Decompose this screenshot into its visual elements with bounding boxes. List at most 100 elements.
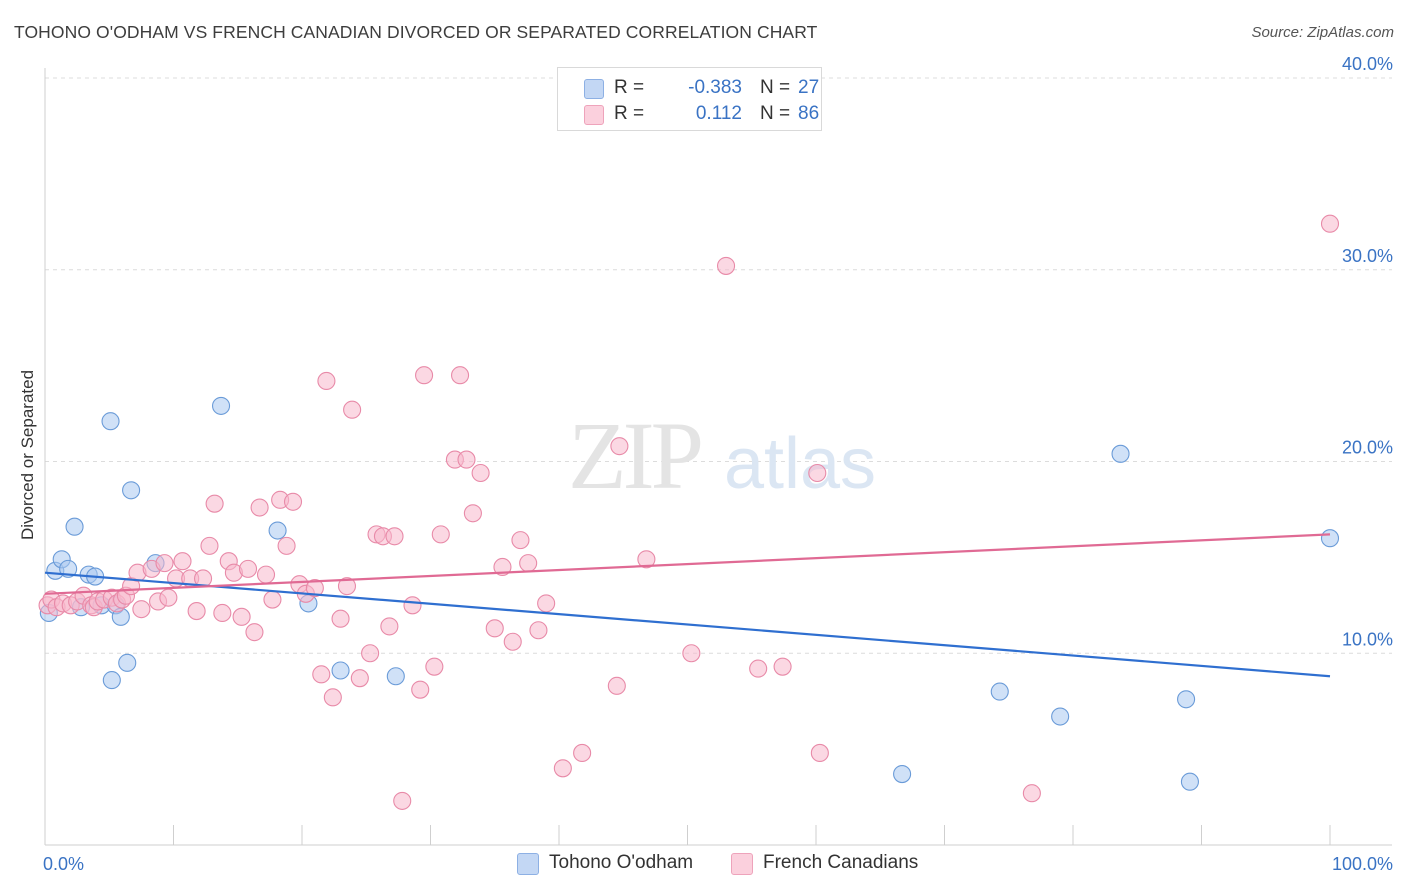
- x-tick-label: 0.0%: [43, 854, 84, 874]
- legend-r-value: 0.112: [695, 103, 742, 124]
- french-point: [361, 644, 380, 663]
- tohono-point: [268, 521, 287, 540]
- french-point: [317, 371, 336, 391]
- french-point: [682, 644, 701, 663]
- french-point: [331, 609, 350, 628]
- legend-r-label: R =: [614, 103, 645, 124]
- french-point: [511, 531, 530, 550]
- watermark-zip: ZIP: [568, 402, 701, 509]
- axes: [44, 68, 1392, 846]
- french-point: [471, 463, 490, 483]
- french-point: [808, 463, 827, 483]
- tohono-point: [1111, 444, 1130, 463]
- series-swatch-tohono: [517, 853, 539, 875]
- legend-n-value: 27: [798, 77, 820, 98]
- series-label-french: French Canadians: [763, 852, 919, 873]
- french-point: [256, 565, 276, 584]
- french-point: [323, 688, 342, 707]
- tohono-point: [1177, 690, 1196, 709]
- french-point: [415, 366, 434, 385]
- french-point: [610, 437, 629, 456]
- french-point: [411, 680, 430, 699]
- tohono-point: [1180, 772, 1199, 791]
- french-point: [263, 590, 282, 609]
- french-point: [716, 256, 736, 275]
- french-point: [451, 366, 470, 385]
- watermark: ZIP atlas: [568, 402, 876, 509]
- tick-labels: 10.0% 20.0% 30.0% 40.0% 0.0% 100.0%: [43, 54, 1393, 874]
- french-point: [305, 579, 324, 598]
- french-point: [380, 617, 399, 636]
- french-point: [749, 659, 768, 678]
- french-point: [277, 536, 296, 555]
- french-point: [187, 602, 206, 621]
- tohono-point: [1051, 707, 1070, 726]
- tohono-point: [211, 396, 231, 415]
- french-point: [245, 623, 264, 642]
- series-swatch-french: [731, 853, 753, 875]
- watermark-atlas: atlas: [724, 424, 876, 504]
- tohono-point: [102, 671, 121, 690]
- tohono-point: [65, 517, 84, 536]
- french-point: [250, 498, 269, 517]
- french-point: [573, 743, 592, 763]
- french-point: [200, 536, 219, 555]
- french-point: [810, 743, 829, 763]
- tohono-point: [1320, 529, 1340, 548]
- french-point: [493, 557, 512, 577]
- legend-n-value: 86: [798, 103, 820, 124]
- tohono-point: [331, 661, 350, 680]
- french-point: [238, 559, 258, 578]
- legend-r-label: R =: [614, 77, 645, 98]
- y-tick-label: 10.0%: [1342, 629, 1393, 649]
- chart-title: TOHONO O'ODHAM VS FRENCH CANADIAN DIVORC…: [14, 22, 818, 42]
- french-point: [132, 600, 151, 619]
- trend-lines: [44, 533, 1331, 678]
- y-tick-label: 40.0%: [1342, 54, 1393, 74]
- tohono-point: [990, 682, 1009, 701]
- series-legend: Tohono O'odham French Canadians: [0, 852, 1406, 878]
- french-point: [431, 525, 450, 544]
- tohono-point: [122, 481, 141, 500]
- french-point: [283, 492, 303, 511]
- french-point: [1320, 214, 1340, 233]
- french-point: [457, 450, 476, 469]
- tohono-point: [386, 667, 405, 686]
- legend-n-label: N =: [760, 103, 791, 124]
- french-point: [773, 657, 792, 676]
- french-point: [463, 504, 482, 523]
- french-point: [173, 552, 192, 571]
- source-credit: Source: ZipAtlas.com: [1251, 24, 1394, 41]
- french-point: [519, 554, 538, 573]
- x-tick-label: 100.0%: [1332, 854, 1393, 874]
- french-point: [393, 791, 412, 810]
- french-point: [529, 621, 548, 640]
- y-tick-label: 20.0%: [1342, 438, 1393, 458]
- legend-swatch-tohono: [584, 79, 604, 99]
- french-point: [607, 676, 626, 695]
- french-trend-line: [44, 533, 1331, 595]
- french-point: [537, 594, 556, 613]
- series-label-tohono: Tohono O'odham: [549, 852, 694, 873]
- french-point: [637, 550, 656, 569]
- tohono-point: [893, 765, 912, 784]
- french-point: [205, 494, 224, 513]
- french-point: [425, 657, 444, 676]
- legend-swatch-french: [584, 105, 604, 125]
- legend-n-label: N =: [760, 77, 791, 98]
- french-point: [213, 603, 232, 623]
- french-point: [350, 669, 369, 688]
- french-point: [232, 607, 251, 626]
- french-point: [553, 759, 572, 778]
- french-point: [385, 527, 404, 546]
- tohono-point: [101, 412, 120, 431]
- y-tick-label: 30.0%: [1342, 246, 1393, 266]
- legend-r-value: -0.383: [688, 77, 742, 98]
- tohono-trend-line: [44, 571, 1331, 678]
- tohono-point: [118, 653, 137, 672]
- tohono-point: [59, 559, 78, 578]
- stats-legend: R = -0.383 N = 27 R = 0.112 N = 86: [557, 67, 822, 131]
- french-point: [403, 596, 422, 615]
- french-point: [503, 632, 522, 651]
